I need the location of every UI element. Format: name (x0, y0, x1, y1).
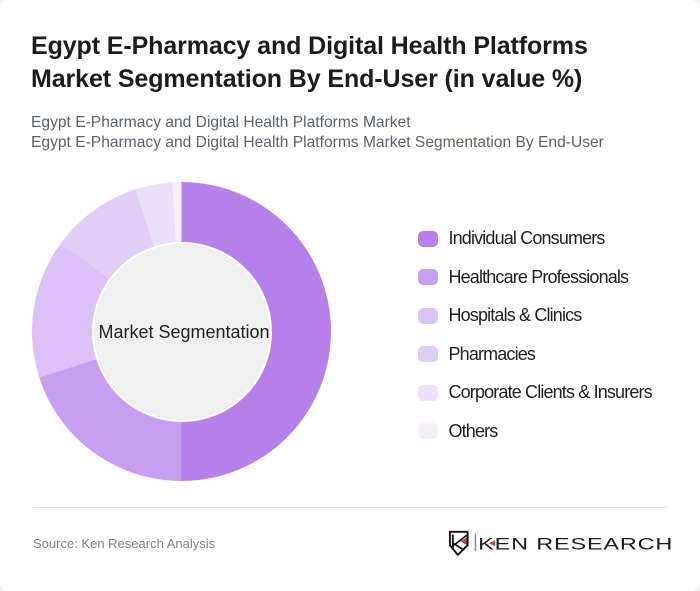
svg-text:KEN RESEARCH: KEN RESEARCH (478, 534, 673, 553)
